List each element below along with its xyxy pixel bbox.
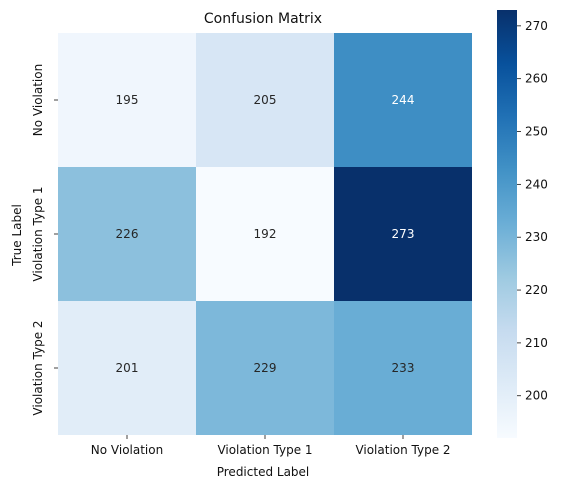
colorbar-tick-label: 270	[525, 19, 548, 33]
y-tick-label: Violation Type 1	[31, 186, 45, 281]
cell-value-label: 201	[116, 361, 139, 375]
cell-value-label: 192	[254, 227, 277, 241]
y-tick-label: Violation Type 2	[31, 320, 45, 415]
cell-value-label: 229	[254, 361, 277, 375]
colorbar-tick-label: 240	[525, 177, 548, 191]
heatmap-cells: 195 205 244 226 192 273 201 229 233	[58, 33, 472, 435]
colorbar: 200 210 220 230 240 250 260 270	[497, 10, 548, 438]
x-tick-label: Violation Type 2	[355, 443, 450, 457]
cell-value-label: 205	[254, 93, 277, 107]
colorbar-tick-label: 250	[525, 125, 548, 139]
colorbar-gradient	[497, 10, 517, 438]
colorbar-tick-label: 220	[525, 283, 548, 297]
y-axis-ticks: No Violation Violation Type 1 Violation Ty…	[31, 64, 58, 416]
colorbar-tick-label: 200	[525, 389, 548, 403]
cell-value-label: 226	[116, 227, 139, 241]
x-tick-label: No Violation	[91, 443, 163, 457]
y-tick-label: No Violation	[31, 64, 45, 136]
cell-value-label: 244	[392, 93, 415, 107]
cell-value-label: 195	[116, 93, 139, 107]
colorbar-tick-label: 210	[525, 336, 548, 350]
x-tick-label: Violation Type 1	[217, 443, 312, 457]
x-axis-label: Predicted Label	[217, 465, 310, 479]
chart-title: Confusion Matrix	[204, 11, 322, 27]
colorbar-tick-label: 230	[525, 230, 548, 244]
colorbar-tick-label: 260	[525, 72, 548, 86]
x-axis-ticks: No Violation Violation Type 1 Violation Ty…	[91, 435, 451, 457]
y-axis-label: True Label	[10, 204, 24, 267]
cell-value-label: 233	[392, 361, 415, 375]
cell-value-label: 273	[392, 227, 415, 241]
